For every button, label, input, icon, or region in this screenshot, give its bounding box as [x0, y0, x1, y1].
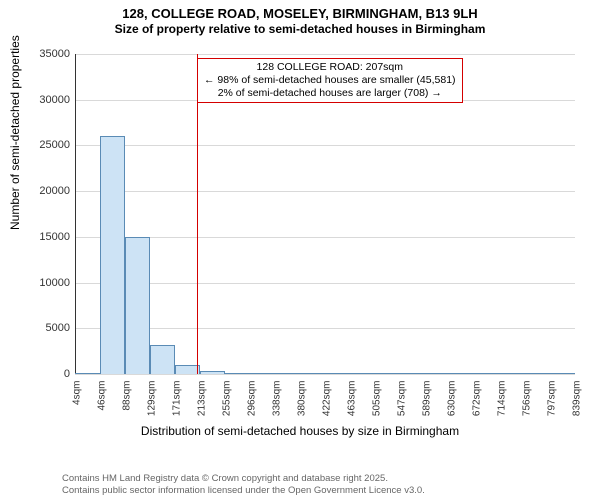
gridline	[75, 283, 575, 284]
histogram-bar	[75, 373, 100, 374]
y-tick-label: 5000	[20, 322, 70, 334]
gridline	[75, 191, 575, 192]
x-tick-label: 547sqm	[397, 381, 408, 431]
footer-line-1: Contains HM Land Registry data © Crown c…	[62, 473, 425, 484]
histogram-bar	[425, 373, 450, 374]
histogram-bar	[525, 373, 550, 374]
y-tick-label: 30000	[20, 94, 70, 106]
histogram-bar	[150, 345, 175, 374]
x-tick-label: 797sqm	[547, 381, 558, 431]
histogram-bar	[375, 373, 400, 374]
x-tick-label: 88sqm	[122, 381, 133, 431]
x-tick-label: 672sqm	[472, 381, 483, 431]
x-tick-label: 171sqm	[172, 381, 183, 431]
histogram-bar	[450, 373, 475, 374]
gridline	[75, 145, 575, 146]
histogram-bar	[100, 136, 125, 374]
histogram-bar	[250, 373, 275, 374]
callout-box: 128 COLLEGE ROAD: 207sqm← 98% of semi-de…	[197, 58, 463, 103]
chart: 128 COLLEGE ROAD: 207sqm← 98% of semi-de…	[50, 46, 580, 416]
histogram-bar	[300, 373, 325, 374]
y-tick-label: 25000	[20, 139, 70, 151]
histogram-bar	[325, 373, 350, 374]
y-tick-label: 15000	[20, 231, 70, 243]
histogram-bar	[225, 373, 250, 374]
x-tick-label: 839sqm	[572, 381, 583, 431]
histogram-bar	[400, 373, 425, 374]
x-tick-label: 213sqm	[197, 381, 208, 431]
footer-attribution: Contains HM Land Registry data © Crown c…	[62, 473, 425, 496]
x-tick-label: 380sqm	[297, 381, 308, 431]
x-tick-label: 630sqm	[447, 381, 458, 431]
callout-line: 2% of semi-detached houses are larger (7…	[204, 87, 456, 100]
histogram-bar	[500, 373, 525, 374]
gridline	[75, 328, 575, 329]
y-axis-line	[75, 54, 76, 374]
histogram-bar	[200, 371, 225, 374]
x-tick-label: 589sqm	[422, 381, 433, 431]
y-tick-label: 35000	[20, 48, 70, 60]
title-sub: Size of property relative to semi-detach…	[0, 22, 600, 36]
x-tick-label: 714sqm	[497, 381, 508, 431]
gridline	[75, 237, 575, 238]
gridline	[75, 54, 575, 55]
y-tick-label: 0	[20, 368, 70, 380]
y-tick-label: 10000	[20, 277, 70, 289]
plot-area: 128 COLLEGE ROAD: 207sqm← 98% of semi-de…	[75, 54, 575, 374]
histogram-bar	[275, 373, 300, 374]
x-tick-label: 505sqm	[372, 381, 383, 431]
histogram-bar	[350, 373, 375, 374]
x-tick-label: 46sqm	[97, 381, 108, 431]
x-tick-label: 463sqm	[347, 381, 358, 431]
histogram-bar	[475, 373, 500, 374]
footer-line-2: Contains public sector information licen…	[62, 485, 425, 496]
x-tick-label: 255sqm	[222, 381, 233, 431]
gridline	[75, 374, 575, 375]
x-axis-label: Distribution of semi-detached houses by …	[0, 424, 600, 438]
title-block: 128, COLLEGE ROAD, MOSELEY, BIRMINGHAM, …	[0, 0, 600, 36]
callout-line: ← 98% of semi-detached houses are smalle…	[204, 74, 456, 87]
title-main: 128, COLLEGE ROAD, MOSELEY, BIRMINGHAM, …	[0, 6, 600, 22]
x-tick-label: 4sqm	[72, 381, 83, 431]
x-tick-label: 422sqm	[322, 381, 333, 431]
histogram-bar	[125, 237, 150, 374]
y-axis-label: Number of semi-detached properties	[8, 35, 22, 230]
x-tick-label: 338sqm	[272, 381, 283, 431]
callout-line: 128 COLLEGE ROAD: 207sqm	[204, 61, 456, 74]
histogram-bar	[550, 373, 575, 374]
x-tick-label: 756sqm	[522, 381, 533, 431]
y-tick-label: 20000	[20, 185, 70, 197]
x-tick-label: 296sqm	[247, 381, 258, 431]
x-tick-label: 129sqm	[147, 381, 158, 431]
